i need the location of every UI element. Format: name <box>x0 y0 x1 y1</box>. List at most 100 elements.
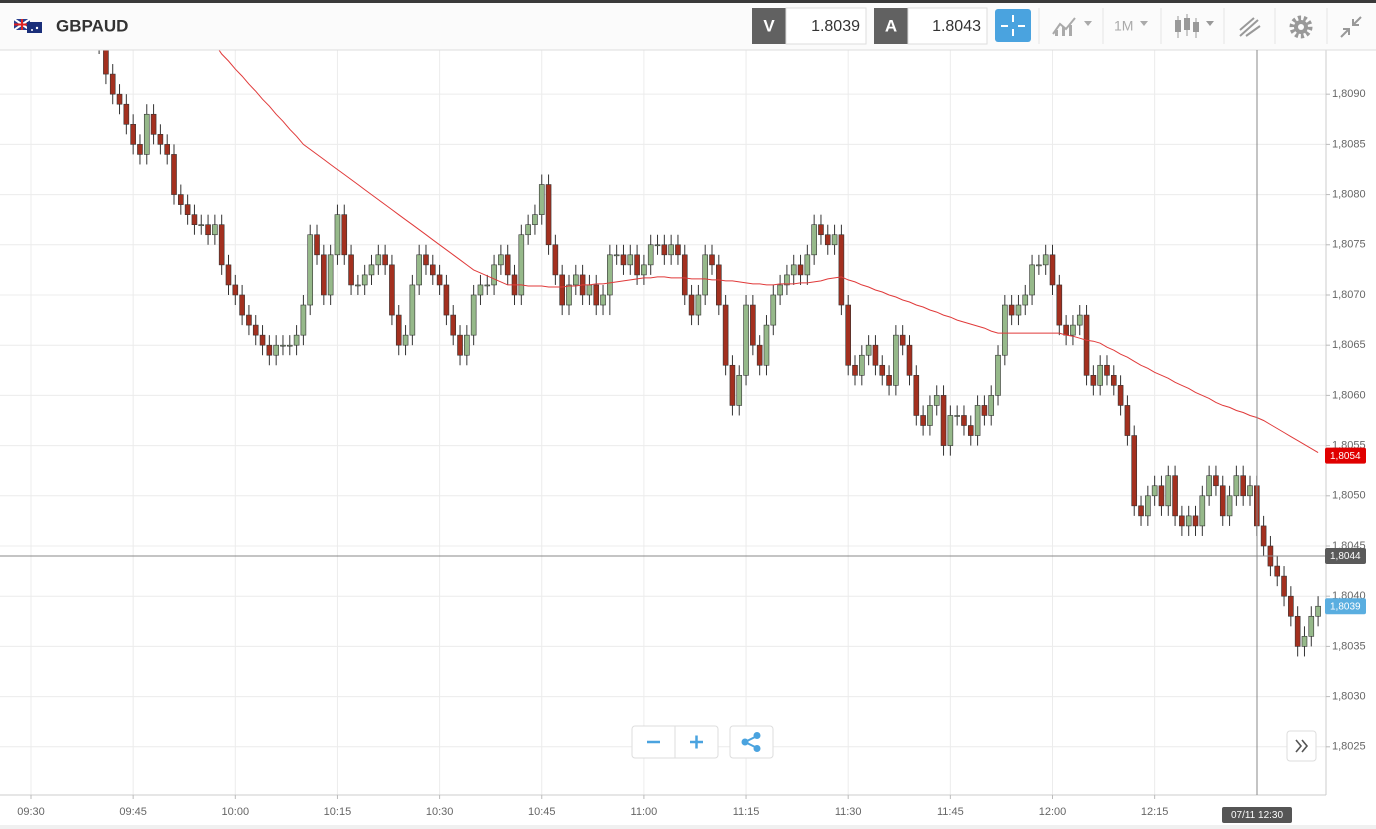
candle-body <box>1104 364 1110 376</box>
candle-body <box>893 334 899 386</box>
chart-type-button[interactable] <box>1175 14 1214 38</box>
candle-body <box>416 254 422 286</box>
collapse-button[interactable] <box>1340 16 1362 38</box>
share-button[interactable] <box>729 725 774 759</box>
x-tick-label: 09:30 <box>17 806 45 818</box>
candle-body <box>668 244 674 256</box>
zoom-controls <box>631 725 719 759</box>
candle-body <box>1008 304 1015 316</box>
candle-body <box>150 113 157 135</box>
candle-body <box>995 354 1001 396</box>
candle-body <box>273 344 279 356</box>
candle-body <box>763 324 770 366</box>
bid-price: 1.8039 <box>811 18 860 35</box>
candle-body <box>341 214 348 256</box>
candle-body <box>307 234 314 306</box>
x-tick-label: 10:15 <box>324 806 352 818</box>
candle-body <box>1049 254 1056 286</box>
candle-body <box>300 304 307 336</box>
candle-body <box>1042 254 1049 266</box>
moving-average <box>218 50 1319 454</box>
bid-tag-box <box>752 8 786 44</box>
candle-body <box>559 274 565 306</box>
zoom-in-button[interactable] <box>690 735 703 749</box>
ask-tag-box <box>874 8 908 44</box>
candle-body <box>1083 314 1090 376</box>
candle-body <box>402 334 409 346</box>
x-tick-label: 11:30 <box>835 806 862 818</box>
candle-body <box>920 415 926 426</box>
candle-body <box>1131 435 1138 507</box>
candle-body <box>321 254 327 296</box>
bid-box[interactable] <box>785 7 867 45</box>
candle-body <box>504 254 511 276</box>
candle-body <box>130 123 136 145</box>
y-tick-label: 1,8025 <box>1332 741 1366 753</box>
draw-button[interactable] <box>1239 17 1261 37</box>
candle-body <box>491 264 497 286</box>
candle-body <box>913 375 920 416</box>
candle-body <box>1145 495 1151 517</box>
candle-body <box>450 314 457 336</box>
top-bar <box>0 0 1376 3</box>
candle-body <box>259 334 266 346</box>
candle-body <box>484 284 491 287</box>
candle-body <box>1308 615 1315 637</box>
axes: 1,80251,80301,80351,80401,80451,80501,80… <box>17 88 1366 818</box>
candle-body <box>627 254 634 266</box>
candle-body <box>1240 475 1246 497</box>
candle-body <box>1090 375 1097 386</box>
candle-body <box>886 375 892 386</box>
candle-body <box>218 224 225 266</box>
candle-body <box>859 354 865 376</box>
candle-body <box>525 224 531 236</box>
candle-body <box>293 334 300 346</box>
candle-body <box>756 344 763 366</box>
candle-body <box>1036 264 1042 267</box>
candle-body <box>1260 525 1267 547</box>
candle-body <box>1233 475 1240 497</box>
price-label-box <box>1325 548 1366 565</box>
candle-body <box>498 254 504 266</box>
candle-body <box>327 254 334 296</box>
candle-body <box>824 234 831 246</box>
settings-button[interactable] <box>1289 15 1313 39</box>
candle-body <box>436 274 443 286</box>
candle-body <box>1022 294 1029 306</box>
candle-body <box>620 254 627 266</box>
ask-box[interactable] <box>907 7 988 45</box>
candle-body <box>613 254 620 257</box>
candle-body <box>1097 364 1103 386</box>
bid-tag: V <box>763 16 775 35</box>
candle-body <box>607 254 613 296</box>
candle-body <box>1294 615 1301 647</box>
candle-body <box>1219 485 1226 517</box>
crosshair-button[interactable] <box>995 9 1031 42</box>
candle-body <box>1117 385 1124 406</box>
candle-body <box>831 234 838 246</box>
candle-body <box>879 364 886 376</box>
interval[interactable]: 1M <box>1114 18 1133 34</box>
indicator-button[interactable] <box>1052 17 1092 36</box>
scroll-end-button[interactable] <box>1286 730 1317 762</box>
candle-body <box>572 274 579 286</box>
candle-body <box>280 344 286 347</box>
candle-body <box>750 304 756 346</box>
candle-body <box>191 214 198 226</box>
candle-body <box>552 244 559 276</box>
candle-body <box>647 244 654 266</box>
y-tick-label: 1,8090 <box>1332 88 1366 100</box>
candle-body <box>974 405 981 436</box>
candle-body <box>1172 475 1178 517</box>
candle-body <box>988 395 995 416</box>
candle-body <box>981 405 988 416</box>
candle-body <box>1206 475 1212 497</box>
candle-body <box>804 254 811 276</box>
flag-icon <box>13 18 42 33</box>
candle-body <box>899 334 906 346</box>
candle-body <box>239 294 245 316</box>
candle-body <box>1199 495 1206 527</box>
candle-body <box>586 284 593 296</box>
